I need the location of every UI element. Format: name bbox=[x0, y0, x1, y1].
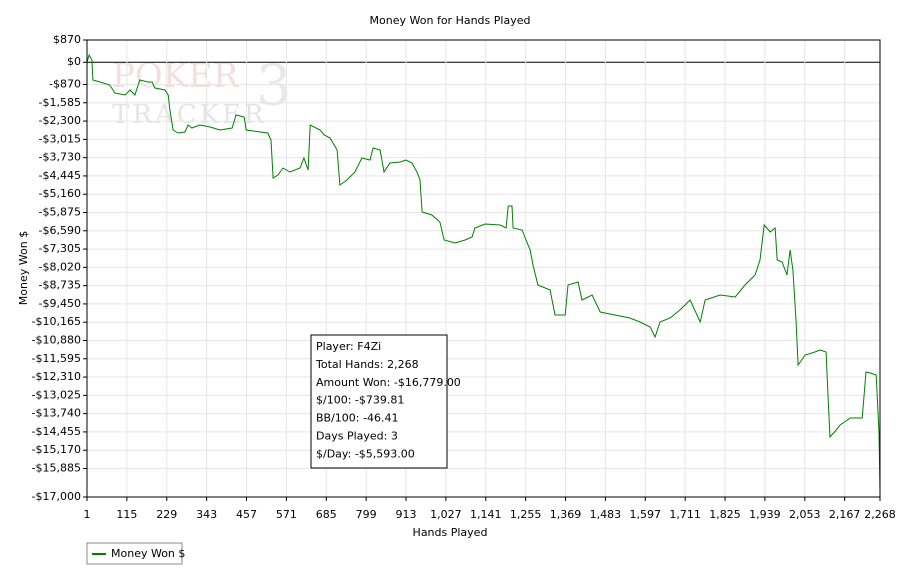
y-tick-label: -$1,585 bbox=[39, 96, 81, 109]
y-tick-label: -$11,595 bbox=[32, 352, 81, 365]
plot-border bbox=[86, 39, 881, 498]
x-tick-label: 115 bbox=[116, 508, 137, 521]
y-tick-label: -$15,170 bbox=[32, 443, 81, 456]
x-tick-label: 1,369 bbox=[550, 508, 582, 521]
watermark: POKER TRACKER 3 bbox=[112, 54, 292, 131]
y-tick-label: -$14,455 bbox=[32, 425, 81, 438]
x-tick-label: 1 bbox=[84, 508, 91, 521]
x-tick-label: 913 bbox=[396, 508, 417, 521]
y-tick-label: -$15,885 bbox=[32, 461, 81, 474]
y-tick-label: $0 bbox=[67, 55, 81, 68]
y-tick-label: -$870 bbox=[49, 77, 81, 90]
y-tick-label: -$8,020 bbox=[39, 260, 81, 273]
y-tick-label: -$8,735 bbox=[39, 279, 81, 292]
x-tick-label: 1,939 bbox=[749, 508, 781, 521]
y-tick-label: -$4,445 bbox=[39, 169, 81, 182]
x-tick-label: 457 bbox=[236, 508, 257, 521]
y-tick-label: -$10,880 bbox=[32, 333, 81, 346]
y-tick-label: -$3,730 bbox=[39, 151, 81, 164]
x-tick-label: 799 bbox=[356, 508, 377, 521]
x-tick-label: 1,597 bbox=[630, 508, 662, 521]
y-tick-label: -$5,160 bbox=[39, 187, 81, 200]
legend bbox=[86, 542, 183, 565]
x-tick-label: 2,167 bbox=[829, 508, 861, 521]
x-tick-label: 1,141 bbox=[470, 508, 502, 521]
stats-line: BB/100: -46.41 bbox=[316, 412, 398, 425]
stats-line: Total Hands: 2,268 bbox=[315, 358, 419, 371]
x-tick-label: 1,711 bbox=[669, 508, 701, 521]
stats-line: Amount Won: -$16,779.00 bbox=[316, 376, 461, 389]
y-tick-label: -$5,875 bbox=[39, 205, 81, 218]
stats-line: $/Day: -$5,593.00 bbox=[316, 447, 415, 460]
x-tick-label: 1,027 bbox=[430, 508, 462, 521]
x-tick-label: 229 bbox=[156, 508, 177, 521]
chart-title: Money Won for Hands Played bbox=[370, 14, 531, 27]
x-tick-label: 571 bbox=[276, 508, 297, 521]
y-tick-label: -$12,310 bbox=[32, 370, 81, 383]
stats-line: Player: F4Zi bbox=[316, 340, 381, 353]
x-tick-label: 685 bbox=[316, 508, 337, 521]
x-tick-label: 2,053 bbox=[789, 508, 821, 521]
y-axis-label: Money Won $ bbox=[17, 231, 30, 305]
stats-box bbox=[310, 334, 448, 469]
y-tick-label: -$3,015 bbox=[39, 132, 81, 145]
y-tick-label: $870 bbox=[53, 33, 81, 46]
data-line bbox=[86, 53, 881, 492]
x-tick-label: 1,825 bbox=[709, 508, 741, 521]
y-tick-label: -$17,000 bbox=[32, 490, 81, 503]
stats-line: $/100: -$739.81 bbox=[316, 394, 404, 407]
y-tick-label: -$7,305 bbox=[39, 242, 81, 255]
x-tick-label: 1,255 bbox=[510, 508, 542, 521]
stats-line: Days Played: 3 bbox=[316, 430, 398, 443]
y-tick-label: -$2,300 bbox=[39, 114, 81, 127]
y-tick-label: -$6,590 bbox=[39, 224, 81, 237]
y-tick-label: -$13,025 bbox=[32, 388, 81, 401]
watermark-text: 3 bbox=[256, 54, 292, 119]
x-tick-label: 2,268 bbox=[864, 508, 896, 521]
y-tick-label: -$13,740 bbox=[32, 407, 81, 420]
x-tick-label: 1,483 bbox=[590, 508, 622, 521]
y-tick-label: -$10,165 bbox=[32, 315, 81, 328]
x-axis-label: Hands Played bbox=[413, 526, 488, 539]
x-tick-label: 343 bbox=[196, 508, 217, 521]
legend-label: Money Won $ bbox=[111, 547, 185, 560]
y-tick-label: -$9,450 bbox=[39, 297, 81, 310]
